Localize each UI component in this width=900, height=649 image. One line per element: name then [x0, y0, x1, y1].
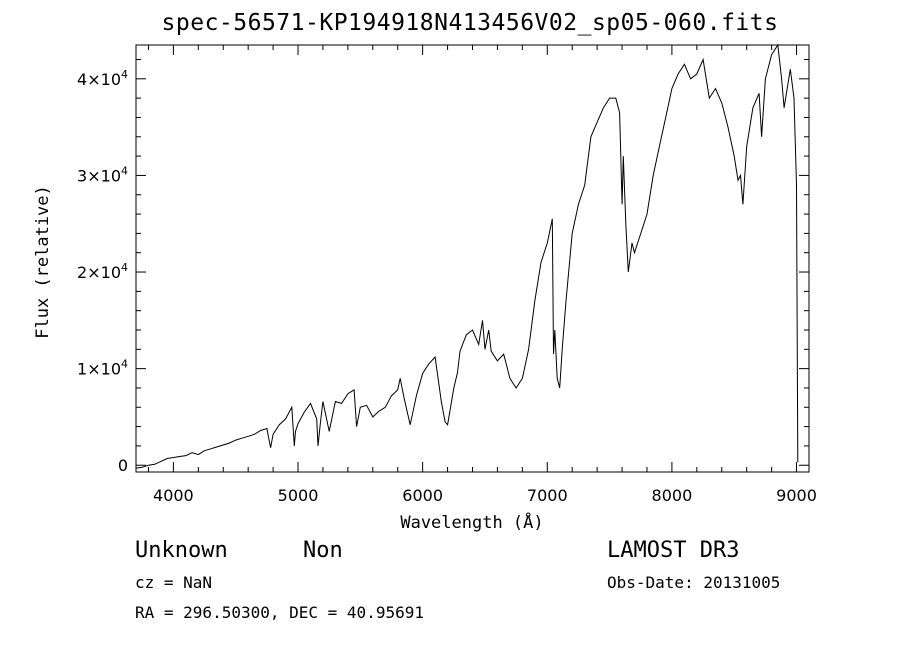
redshift-cz: cz = NaN: [135, 573, 213, 592]
chart-title: spec-56571-KP194918N413456V02_sp05-060.f…: [161, 10, 779, 36]
axis-ticks: [136, 45, 809, 472]
y-tick-label: 3×104: [77, 164, 128, 185]
y-tick-label: 1×104: [77, 358, 128, 379]
survey-name: LAMOST DR3: [607, 538, 740, 563]
y-tick-label: 4×104: [77, 68, 128, 89]
plot-frame: [135, 44, 810, 473]
flux-series-line: [135, 43, 799, 469]
x-tick-label: 9000: [776, 486, 817, 505]
spectral-subclass: Non: [303, 538, 343, 563]
x-axis-label: Wavelength (Å): [400, 511, 543, 533]
y-tick-label: 2×104: [77, 261, 128, 282]
plot-axes: [135, 44, 810, 473]
observation-date: Obs-Date: 20131005: [607, 573, 781, 592]
spectral-class: Unknown: [135, 538, 228, 563]
y-axis-label: Flux (relative): [33, 185, 53, 339]
x-tick-label: 8000: [652, 486, 693, 505]
x-tick-label: 6000: [402, 486, 443, 505]
ra-dec-coordinates: RA = 296.50300, DEC = 40.95691: [135, 603, 424, 622]
y-tick-label: 0: [118, 456, 128, 475]
x-tick-label: 7000: [527, 486, 568, 505]
tick-labels: 4000 5000 6000 7000 8000 9000 0 1×104 2×104 3×104…: [77, 68, 817, 505]
x-tick-label: 4000: [153, 486, 194, 505]
x-tick-label: 5000: [278, 486, 319, 505]
